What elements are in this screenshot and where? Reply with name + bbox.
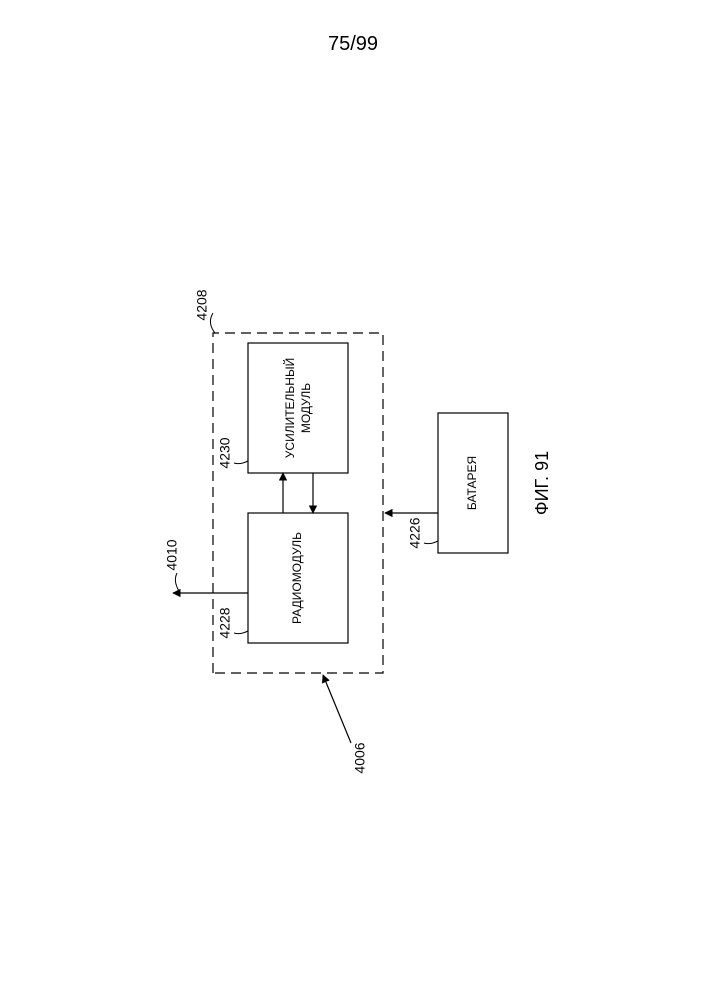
container-ref: 4208 — [194, 289, 210, 320]
battery-ref-lead — [424, 541, 438, 544]
page-number: 75/99 — [328, 33, 378, 55]
radio-label: РАДИОМОДУЛЬ — [290, 532, 304, 624]
pointer-in-ref: 4006 — [352, 742, 368, 773]
battery-label: БАТАРЕЯ — [465, 456, 479, 510]
diagram-canvas: 75/99 4208 РАДИОМОДУЛЬ 4228 УСИЛИТЕЛЬНЫЙ… — [0, 0, 707, 1000]
output-ref: 4010 — [164, 539, 180, 570]
amp-label-2: МОДУЛЬ — [299, 383, 313, 433]
container-ref-lead — [210, 313, 215, 333]
radio-ref-lead — [234, 631, 248, 634]
amp-label-1: УСИЛИТЕЛЬНЫЙ — [282, 358, 297, 458]
amp-ref: 4230 — [217, 437, 233, 468]
radio-ref: 4228 — [217, 607, 233, 638]
arrow-pointer-in — [323, 675, 351, 743]
amp-ref-lead — [234, 461, 248, 464]
figure-group: 4208 РАДИОМОДУЛЬ 4228 УСИЛИТЕЛЬНЫЙ МОДУЛ… — [164, 289, 552, 773]
figure-label: ФИГ. 91 — [532, 451, 552, 515]
output-ref-lead — [175, 573, 179, 591]
amp-box — [248, 343, 348, 473]
battery-ref: 4226 — [407, 517, 423, 548]
